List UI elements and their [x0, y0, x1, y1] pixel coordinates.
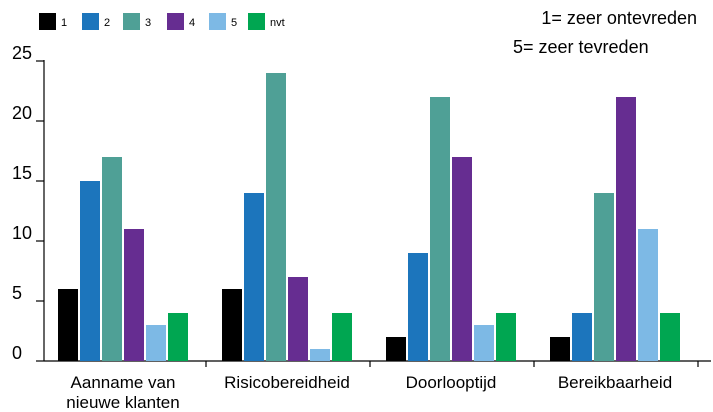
y-tick-label: 10 — [12, 223, 32, 243]
legend-swatch-4 — [167, 13, 184, 30]
y-tick-label: 0 — [12, 343, 22, 363]
bar-2 — [408, 253, 428, 361]
annotation-low: 1= zeer ontevreden — [541, 8, 697, 28]
category-label: Bereikbaarheid — [558, 373, 672, 392]
chart-legend: 1 2 3 4 5 nvt — [39, 13, 285, 30]
bar-nvt — [332, 313, 352, 361]
legend-swatch-2 — [82, 13, 99, 30]
legend-swatch-3 — [123, 13, 140, 30]
bar-3 — [594, 193, 614, 361]
legend-label-nvt: nvt — [270, 17, 285, 29]
bar-3 — [102, 157, 122, 361]
bar-4 — [288, 277, 308, 361]
bar-3 — [430, 97, 450, 361]
bar-5 — [638, 229, 658, 361]
category-label: Risicobereidheid — [224, 373, 350, 392]
bar-nvt — [660, 313, 680, 361]
bar-3 — [266, 73, 286, 361]
category-label: Doorlooptijd — [406, 373, 497, 392]
y-tick-label: 5 — [12, 283, 22, 303]
legend-swatch-nvt — [248, 13, 265, 30]
legend-label-4: 4 — [189, 17, 195, 29]
bar-nvt — [496, 313, 516, 361]
bar-2 — [572, 313, 592, 361]
bar-1 — [550, 337, 570, 361]
bar-2 — [244, 193, 264, 361]
bar-1 — [386, 337, 406, 361]
legend-label-3: 3 — [145, 17, 151, 29]
bar-4 — [124, 229, 144, 361]
bar-4 — [452, 157, 472, 361]
annotation-high: 5= zeer tevreden — [513, 37, 649, 57]
category-label: Aanname van — [71, 373, 176, 392]
y-tick-label: 15 — [12, 163, 32, 183]
scale-annotations: 1= zeer ontevreden 5= zeer tevreden — [513, 8, 697, 57]
legend-label-1: 1 — [61, 17, 67, 29]
category-label: nieuwe klanten — [66, 393, 179, 412]
y-tick-label: 20 — [12, 103, 32, 123]
bar-1 — [58, 289, 78, 361]
bar-1 — [222, 289, 242, 361]
bar-5 — [310, 349, 330, 361]
bar-series — [58, 73, 680, 361]
bar-nvt — [168, 313, 188, 361]
legend-swatch-1 — [39, 13, 56, 30]
y-tick-label: 25 — [12, 43, 32, 63]
legend-swatch-5 — [209, 13, 226, 30]
bar-2 — [80, 181, 100, 361]
bar-5 — [146, 325, 166, 361]
bar-4 — [616, 97, 636, 361]
legend-label-5: 5 — [231, 17, 237, 29]
bar-5 — [474, 325, 494, 361]
legend-label-2: 2 — [104, 17, 110, 29]
